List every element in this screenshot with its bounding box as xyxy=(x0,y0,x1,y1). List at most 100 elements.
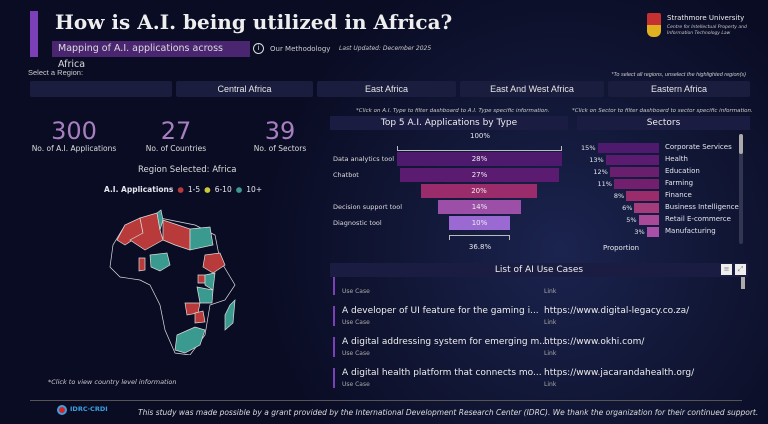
sector-value: 13% xyxy=(589,156,604,164)
funnel-top-bracket xyxy=(397,146,562,151)
use-cases-title: List of AI Use Cases xyxy=(330,263,748,277)
country-ethiopia xyxy=(202,252,226,274)
sector-value: 6% xyxy=(622,204,633,212)
legend-dot-icon: ● xyxy=(177,185,184,194)
use-case-text[interactable]: A digital health platform that connects … xyxy=(342,368,542,378)
sector-label[interactable]: Education xyxy=(665,167,700,175)
legend-title: A.I. Applications xyxy=(104,185,174,194)
region-button-east-and-west-africa[interactable]: East And West Africa xyxy=(460,81,604,97)
country-tanzania xyxy=(196,286,214,304)
funnel-label[interactable]: Data analytics tool xyxy=(333,155,395,163)
sectors-scrollbar[interactable] xyxy=(739,134,743,244)
sector-bar[interactable] xyxy=(609,167,659,177)
last-updated: Last Updated: December 2025 xyxy=(339,45,432,52)
use-case-link[interactable]: https://www.jacarandahealth.org/ xyxy=(544,368,695,378)
use-cases-header-row: Use Case Link xyxy=(333,277,733,295)
sector-bar[interactable] xyxy=(638,215,659,225)
region-selected: Region Selected: Africa xyxy=(138,165,237,175)
use-case-sublabel: Use Case xyxy=(342,350,370,357)
sector-label[interactable]: Finance xyxy=(665,191,692,199)
region-label: Select a Region: xyxy=(28,68,84,77)
sectors-note: *Click on Sector to filter dashboard to … xyxy=(572,108,753,114)
logo-name: Strathmore University xyxy=(667,14,745,22)
use-case-text[interactable]: A developer of UI feature for the gaming… xyxy=(342,306,539,316)
funnel-bottom-bracket xyxy=(449,235,510,240)
sector-bar[interactable] xyxy=(634,203,659,213)
page-title: How is A.I. being utilized in Africa? xyxy=(55,10,453,34)
filter-icon[interactable]: ≡ xyxy=(721,264,732,275)
kpi-countries: 27 No. of Countries xyxy=(126,118,226,153)
expand-icon[interactable]: ⤢ xyxy=(735,264,746,275)
sector-bar[interactable] xyxy=(605,155,659,165)
use-case-row[interactable]: A digital addressing system for emerging… xyxy=(333,337,733,357)
funnel-bar[interactable]: 10% xyxy=(449,216,510,230)
info-icon[interactable]: i xyxy=(253,43,264,54)
sector-label[interactable]: Retail E-commerce xyxy=(665,215,731,223)
country-ghana xyxy=(138,257,146,272)
kpi-value: 300 xyxy=(51,117,97,145)
sector-value: 5% xyxy=(626,216,637,224)
scrollbar-thumb[interactable] xyxy=(739,134,743,154)
sector-label[interactable]: Business Intelligence xyxy=(665,203,739,211)
link-sublabel: Link xyxy=(544,350,557,357)
methodology-link[interactable]: Our Methodology xyxy=(270,45,331,53)
funnel-bar[interactable]: 28% xyxy=(397,152,562,166)
region-note: *To select all regions, unselect the hig… xyxy=(611,72,746,78)
kpi-applications: 300 No. of A.I. Applications xyxy=(24,118,124,153)
region-button-eastern-africa[interactable]: Eastern Africa xyxy=(608,81,750,97)
use-case-text[interactable]: A digital addressing system for emerging… xyxy=(342,337,548,347)
logo-line2: Information Technology Law xyxy=(667,31,731,36)
sector-label[interactable]: Health xyxy=(665,155,688,163)
region-button-east-africa[interactable]: East Africa xyxy=(317,81,456,97)
sector-value: 12% xyxy=(593,168,608,176)
region-button-blank[interactable] xyxy=(30,81,172,97)
kpi-sectors: 39 No. of Sectors xyxy=(230,118,330,153)
strathmore-logo-icon xyxy=(647,13,661,37)
africa-map[interactable] xyxy=(95,205,245,355)
sector-value: 15% xyxy=(581,144,596,152)
sector-value: 3% xyxy=(634,228,645,236)
country-zimbabwe xyxy=(194,310,206,324)
use-case-sublabel: Use Case xyxy=(342,381,370,388)
col-link: Link xyxy=(544,288,557,295)
funnel-label[interactable]: Chatbot xyxy=(333,171,359,179)
use-case-row[interactable]: A digital health platform that connects … xyxy=(333,368,733,388)
sector-bar[interactable] xyxy=(626,191,659,201)
sector-label[interactable]: Corporate Services xyxy=(665,143,732,151)
title-accent-bar xyxy=(30,11,38,57)
sectors-title: Sectors xyxy=(577,116,750,130)
legend-label: 10+ xyxy=(246,185,263,194)
sectors-axis-label: Proportion xyxy=(603,244,640,252)
sector-value: 11% xyxy=(597,180,612,188)
subtitle: Mapping of A.I. applications across Afri… xyxy=(52,41,250,70)
country-south-africa xyxy=(174,326,206,354)
link-sublabel: Link xyxy=(544,381,557,388)
sector-bar[interactable] xyxy=(613,179,659,189)
country-egypt xyxy=(189,226,214,251)
country-madagascar xyxy=(224,299,236,331)
use-case-sublabel: Use Case xyxy=(342,319,370,326)
kpi-label: No. of A.I. Applications xyxy=(31,144,117,153)
funnel-note: *Click on A.I. Type to filter dashboard … xyxy=(356,108,550,114)
funnel-bar[interactable]: 20% xyxy=(421,184,537,198)
sector-label[interactable]: Farming xyxy=(665,179,694,187)
kpi-value: 27 xyxy=(160,117,192,145)
footer-text: This study was made possible by a grant … xyxy=(138,408,759,417)
funnel-label[interactable]: Diagnostic tool xyxy=(333,219,382,227)
funnel-title: Top 5 A.I. Applications by Type xyxy=(330,116,568,130)
sector-label[interactable]: Manufacturing xyxy=(665,227,716,235)
use-case-link[interactable]: https://www.digital-legacy.co.za/ xyxy=(544,306,690,316)
idrc-logo-icon xyxy=(57,405,67,415)
sector-value: 8% xyxy=(613,192,625,200)
funnel-label[interactable]: Decision support tool xyxy=(333,203,403,211)
kpi-label: No. of Countries xyxy=(145,144,207,153)
funnel-bar[interactable]: 27% xyxy=(400,168,559,182)
sector-bar[interactable] xyxy=(646,227,659,237)
use-case-row[interactable]: A developer of UI feature for the gaming… xyxy=(333,306,733,326)
sector-bar[interactable] xyxy=(597,143,659,153)
funnel-bar[interactable]: 14% xyxy=(438,200,521,214)
idrc-logo-text: IDRC·CRDI xyxy=(70,405,108,413)
use-cases-scrollbar[interactable] xyxy=(741,277,745,289)
use-case-link[interactable]: https://www.okhi.com/ xyxy=(544,337,645,347)
region-button-central-africa[interactable]: Central Africa xyxy=(176,81,313,97)
